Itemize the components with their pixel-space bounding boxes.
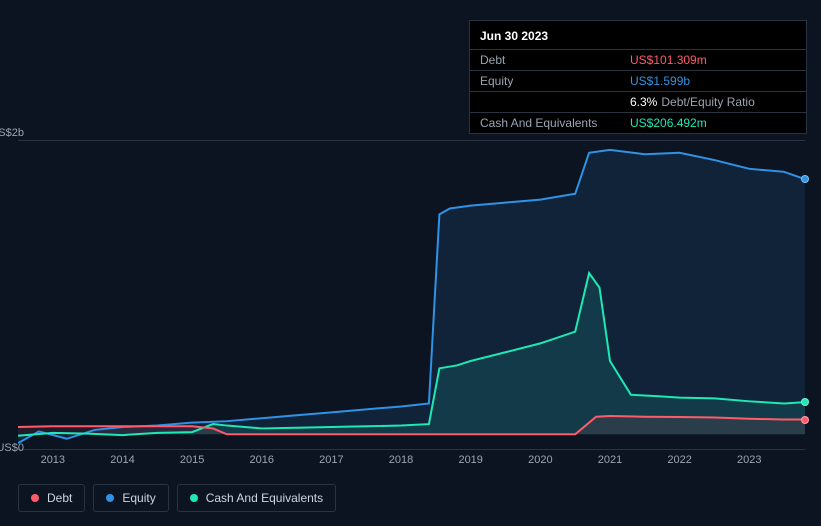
tooltip-row-label: Debt (480, 53, 630, 67)
tooltip-row: 6.3% Debt/Equity Ratio (470, 91, 806, 112)
legend-label: Equity (122, 491, 155, 505)
legend-label: Cash And Equivalents (206, 491, 323, 505)
tooltip-row: Cash And EquivalentsUS$206.492m (470, 112, 806, 133)
tooltip-row-value: US$1.599b (630, 74, 690, 88)
x-tick-label: 2017 (319, 454, 343, 466)
tooltip-row-label (480, 95, 630, 109)
tooltip-row: EquityUS$1.599b (470, 70, 806, 91)
series-end-marker (801, 398, 809, 406)
legend-item[interactable]: Debt (18, 484, 85, 512)
chart-svg (18, 141, 805, 449)
plot-area[interactable]: US$2b US$0 (18, 140, 805, 450)
series-end-marker (801, 416, 809, 424)
x-tick-label: 2015 (180, 454, 204, 466)
tooltip-row-label: Equity (480, 74, 630, 88)
chart-tooltip: Jun 30 2023 DebtUS$101.309mEquityUS$1.59… (469, 20, 807, 134)
x-tick-label: 2023 (737, 454, 761, 466)
x-tick-label: 2013 (41, 454, 65, 466)
tooltip-row-value: 6.3% (630, 95, 657, 109)
tooltip-row-label: Cash And Equivalents (480, 116, 630, 130)
chart-container: US$2b US$0 20132014201520162017201820192… (18, 0, 805, 526)
x-tick-label: 2018 (389, 454, 413, 466)
chart-legend: Debt Equity Cash And Equivalents (18, 484, 336, 512)
x-tick-label: 2021 (598, 454, 622, 466)
tooltip-row: DebtUS$101.309m (470, 49, 806, 70)
x-tick-label: 2014 (110, 454, 134, 466)
x-tick-label: 2020 (528, 454, 552, 466)
x-tick-label: 2019 (458, 454, 482, 466)
legend-label: Debt (47, 491, 72, 505)
y-tick-label: US$2b (0, 127, 24, 139)
legend-item[interactable]: Equity (93, 484, 168, 512)
tooltip-row-value: US$101.309m (630, 53, 707, 67)
x-tick-label: 2022 (667, 454, 691, 466)
tooltip-row-extra: Debt/Equity Ratio (661, 95, 754, 109)
series-end-marker (801, 175, 809, 183)
legend-dot-icon (106, 494, 114, 502)
legend-dot-icon (190, 494, 198, 502)
x-axis: 2013 2014 2015 2016 2017 2018 2019 2020 2021 2022… (18, 450, 805, 470)
legend-dot-icon (31, 494, 39, 502)
tooltip-title: Jun 30 2023 (470, 27, 806, 49)
legend-item[interactable]: Cash And Equivalents (177, 484, 336, 512)
tooltip-row-value: US$206.492m (630, 116, 707, 130)
x-tick-label: 2016 (250, 454, 274, 466)
